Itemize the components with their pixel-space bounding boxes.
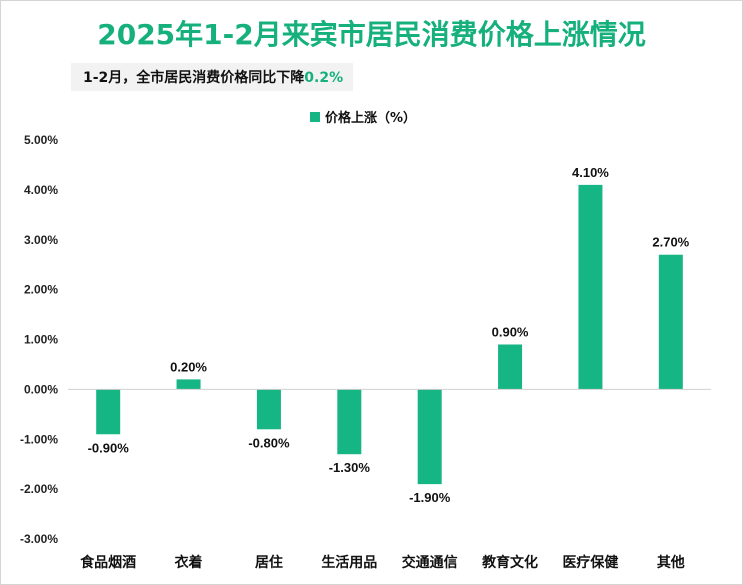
x-tick-label: 食品烟酒 <box>80 554 136 571</box>
x-tick-label: 其他 <box>657 554 685 571</box>
y-tick-label: -3.00% <box>20 532 58 546</box>
bar <box>337 389 362 455</box>
x-tick-label: 医疗保健 <box>562 554 618 571</box>
data-label: 0.20% <box>170 359 207 374</box>
data-label: 0.90% <box>492 324 529 339</box>
x-axis: 食品烟酒 衣着 居住 生活用品 交通通信 教育文化 医疗保健 其他 <box>80 554 685 571</box>
y-tick-label: 3.00% <box>24 233 58 247</box>
bar <box>176 379 201 390</box>
data-label: -1.30% <box>329 460 371 475</box>
y-tick-label: -1.00% <box>20 432 58 446</box>
legend-label: 价格上涨（%） <box>325 110 416 126</box>
y-axis: 5.00% 4.00% 3.00% 2.00% 1.00% 0.00% -1.00% -2.0… <box>20 133 58 546</box>
x-tick-label: 衣着 <box>175 554 203 571</box>
y-tick-label: 0.00% <box>24 382 58 396</box>
y-tick-label: 1.00% <box>24 333 58 347</box>
bars <box>96 184 683 485</box>
legend: 价格上涨（%） <box>310 110 416 126</box>
data-label: -0.90% <box>88 440 130 455</box>
legend-swatch <box>310 112 320 122</box>
data-label: -1.90% <box>409 490 451 505</box>
data-label: 2.70% <box>652 235 689 250</box>
x-tick-label: 教育文化 <box>482 554 538 571</box>
x-tick-label: 交通通信 <box>402 554 458 571</box>
bar <box>498 344 523 390</box>
data-label: 4.10% <box>572 165 609 180</box>
chart-title: 2025年1-2月来宾市居民消费价格上涨情况 <box>97 18 646 51</box>
chart-subtitle: 1-2月，全市居民消费价格同比下降0.2% <box>71 63 354 91</box>
bar <box>578 184 603 390</box>
bar <box>658 254 683 390</box>
y-tick-label: 5.00% <box>24 133 58 147</box>
bar <box>417 389 442 485</box>
y-tick-label: -2.00% <box>20 482 58 496</box>
x-tick-label: 生活用品 <box>321 554 377 571</box>
x-tick-label: 居住 <box>255 554 283 571</box>
subtitle-highlight: 0.2% <box>304 70 344 86</box>
subtitle-text: 1-2月，全市居民消费价格同比下降 <box>83 70 305 86</box>
bar <box>96 389 121 435</box>
y-tick-label: 4.00% <box>24 183 58 197</box>
data-labels: -0.90% 0.20% -0.80% -1.30% -1.90% 0.90% 4.10% 2… <box>88 165 690 505</box>
bar <box>256 389 281 430</box>
y-tick-label: 2.00% <box>24 283 58 297</box>
data-label: -0.80% <box>248 435 290 450</box>
